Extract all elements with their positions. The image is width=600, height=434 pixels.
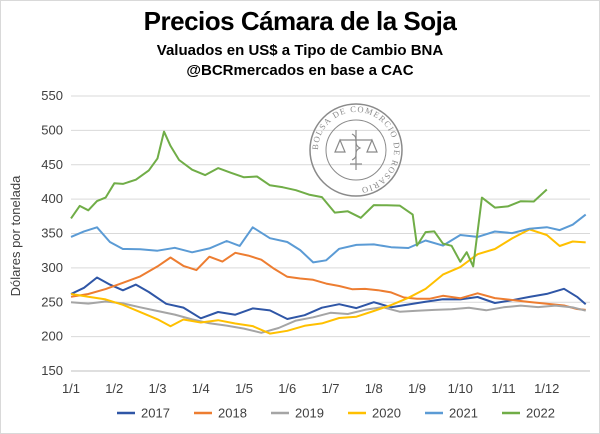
y-tick-label-250: 250 [41,294,63,309]
x-tick-label-6: 1/6 [278,381,296,396]
series-line-2022 [70,130,548,268]
series-line-2017 [70,276,587,320]
x-tick-label-1: 1/1 [62,381,80,396]
legend-label-2021: 2021 [449,406,478,421]
chart-source: @BCRmercados en base a CAC [186,62,414,79]
x-tick-label-10: 1/10 [448,381,473,396]
y-tick-label-150: 150 [41,363,63,378]
x-tick-label-4: 1/4 [192,381,210,396]
legend: 2017 2018 2019 2020 2021 2022 [117,406,555,421]
y-axis-ticks: 150 200 250 300 350 400 450 500 550 [41,88,63,378]
y-tick-label-400: 400 [41,191,63,206]
legend-label-2019: 2019 [295,406,324,421]
legend-label-2022: 2022 [526,406,555,421]
y-tick-label-350: 350 [41,226,63,241]
series-lines [70,130,587,335]
x-tick-label-3: 1/3 [148,381,166,396]
x-tick-label-5: 1/5 [235,381,253,396]
x-tick-label-9: 1/9 [408,381,426,396]
logo-seal: BOLSA DE COMERCIO DE ROSARIO [309,103,403,197]
x-tick-label-12: 1/12 [534,381,559,396]
chart-subtitle: Valuados en US$ a Tipo de Cambio BNA [156,42,444,59]
x-axis-ticks: 1/1 1/2 1/3 1/4 1/5 1/6 1/7 1/8 1/9 1/10 1/11 1/12 [62,381,559,396]
chart-title: Precios Cámara de la Soja [143,6,457,36]
legend-label-2020: 2020 [372,406,401,421]
series-line-2021 [70,213,587,264]
x-tick-label-2: 1/2 [105,381,123,396]
x-tick-label-7: 1/7 [321,381,339,396]
y-axis-label: Dólares por tonelada [8,175,23,296]
x-tick-label-8: 1/8 [365,381,383,396]
series-line-2020 [70,228,586,335]
series-line-2019 [70,300,586,334]
y-tick-label-450: 450 [41,157,63,172]
x-tick-label-11: 1/11 [491,381,515,396]
y-tick-label-200: 200 [41,329,63,344]
legend-label-2018: 2018 [218,406,247,421]
series-line-2018 [70,251,586,311]
y-tick-label-300: 300 [41,260,63,275]
y-tick-label-500: 500 [41,122,63,137]
y-tick-label-550: 550 [41,88,63,103]
legend-label-2017: 2017 [141,406,170,421]
